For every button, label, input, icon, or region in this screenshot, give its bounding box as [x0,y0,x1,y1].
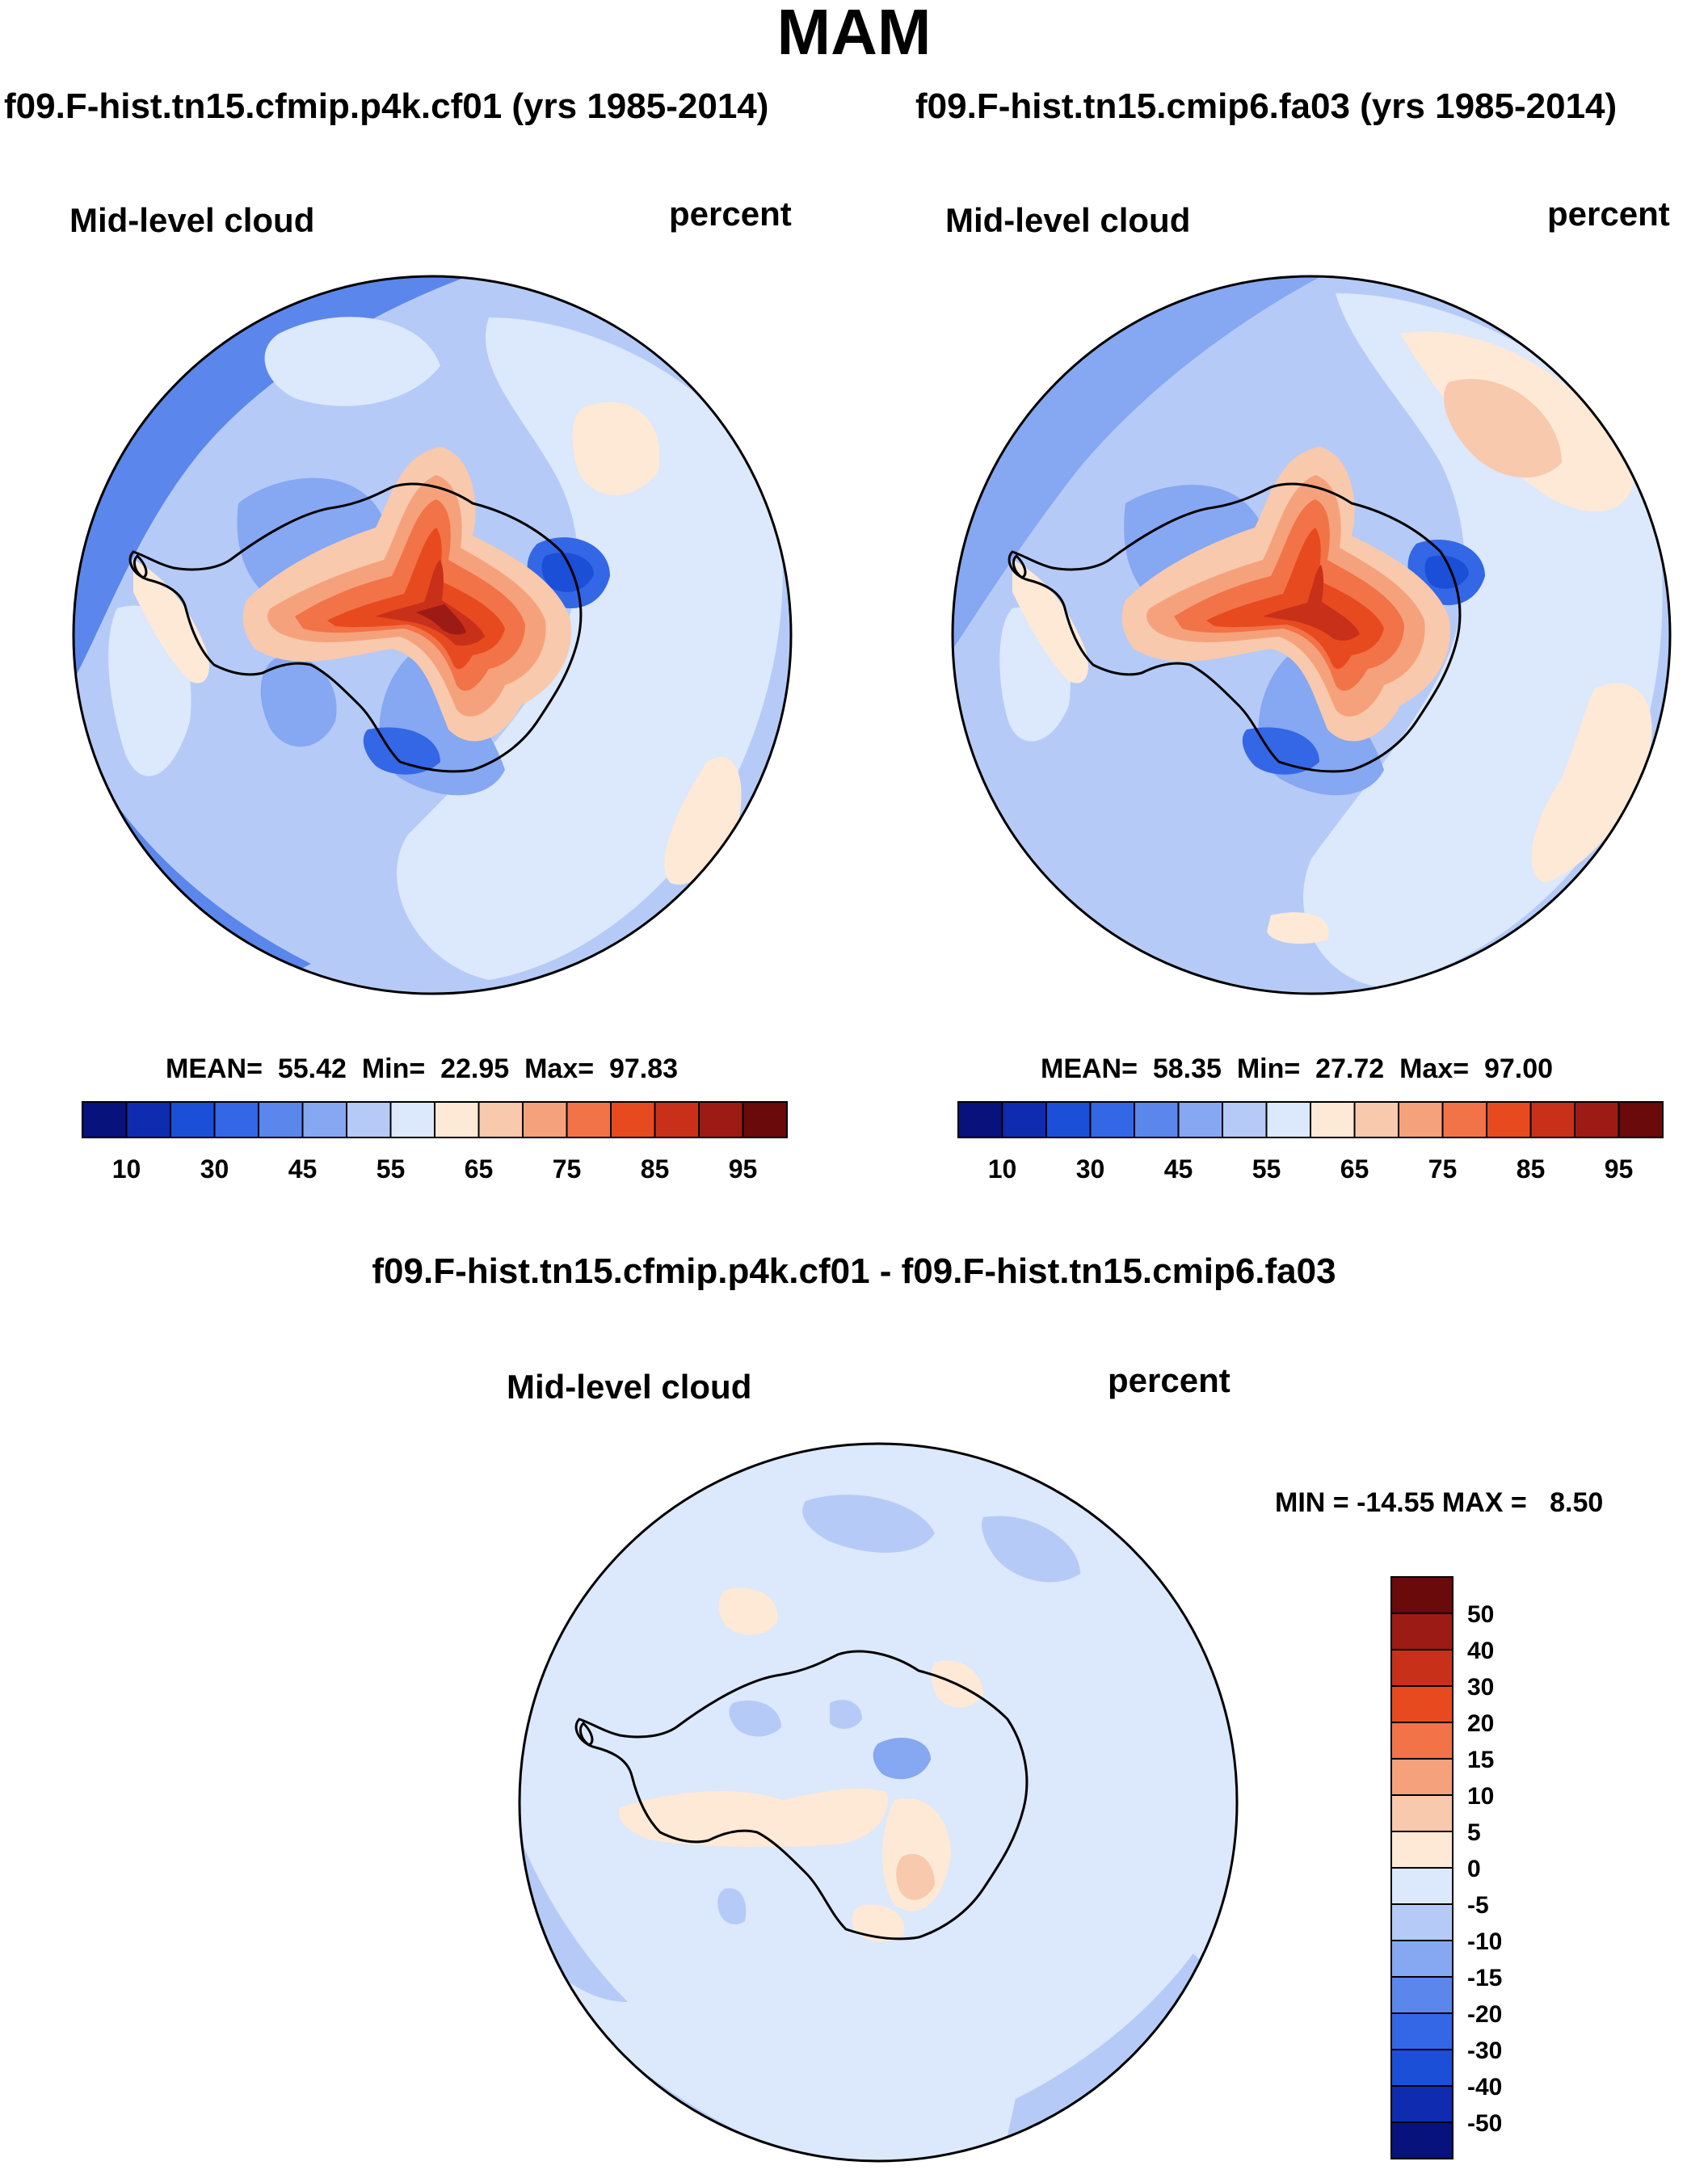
colorbar-swatch [1390,1722,1453,1760]
panel-1-case-title: f09.F-hist.tn15.cfmip.p4k.cf01 (yrs 1985… [4,86,769,126]
colorbar-tick-label: 15 [1467,1747,1494,1773]
colorbar-tick-label: -50 [1467,2110,1502,2137]
colorbar-tick-label: 30 [1467,1674,1494,1701]
diff-panel-title: f09.F-hist.tn15.cfmip.p4k.cf01 - f09.F-h… [372,1251,1336,1291]
colorbar-tick-label: 95 [729,1154,758,1184]
colorbar-swatch [82,1101,128,1138]
colorbar-swatch [1390,1794,1453,1832]
colorbar-tick-label: -5 [1467,1892,1489,1919]
colorbar-swatch [1390,2121,1453,2159]
colorbar-swatch [1390,1613,1453,1650]
colorbar-swatch [1390,1976,1453,2014]
colorbar-swatch [1390,1831,1453,1869]
colorbar-swatch [1177,1101,1223,1138]
colorbar-swatch [1134,1101,1180,1138]
colorbar-swatch [1310,1101,1356,1138]
colorbar-tick-label: 55 [377,1154,406,1184]
panel-1-variable-label: Mid-level cloud [69,201,315,239]
colorbar-swatch [1265,1101,1311,1138]
diff-panel-units-label: percent [1108,1361,1231,1399]
colorbar-swatch [1441,1101,1487,1138]
colorbar-tick-label: -15 [1467,1965,1502,1991]
diff-panel-variable-label: Mid-level cloud [507,1368,752,1406]
colorbar-swatch [1390,1649,1453,1687]
colorbar-tick-label: 95 [1605,1154,1634,1184]
colorbar-swatch [1618,1101,1664,1138]
panel-1-map [72,275,793,995]
colorbar-swatch [610,1101,656,1138]
colorbar-swatch [1222,1101,1268,1138]
colorbar-swatch [1390,1758,1453,1796]
colorbar-swatch [1390,1940,1453,1978]
colorbar-swatch [434,1101,480,1138]
colorbar-swatch [698,1101,744,1138]
colorbar-tick-label: 65 [1340,1154,1369,1184]
colorbar-swatch [1089,1101,1135,1138]
colorbar-swatch [1390,1903,1453,1941]
panel-2-case-title: f09.F-hist.tn15.cmip6.fa03 (yrs 1985-201… [915,86,1618,126]
colorbar-swatch [742,1101,788,1138]
colorbar-swatch [1398,1101,1444,1138]
colorbar-tick-label: 10 [112,1154,141,1184]
colorbar-swatch [1045,1101,1092,1138]
colorbar-swatch [957,1101,1003,1138]
colorbar-swatch [1529,1101,1575,1138]
colorbar-swatch [125,1101,171,1138]
colorbar-tick-label: 75 [1428,1154,1458,1184]
colorbar-tick-label: -20 [1467,2001,1502,2028]
colorbar-tick-label: 65 [465,1154,494,1184]
diff-panel-map [518,1442,1239,2163]
colorbar-tick-label: 40 [1467,1638,1494,1664]
colorbar-swatch [1486,1101,1532,1138]
panel-1-stats: MEAN= 55.42 Min= 22.95 Max= 97.83 [166,1053,679,1084]
colorbar-swatch [1353,1101,1399,1138]
colorbar-tick-label: -10 [1467,1928,1502,1955]
panel-2-variable-label: Mid-level cloud [945,201,1191,239]
colorbar-swatch [1390,1867,1453,1905]
colorbar-swatch [1390,2085,1453,2123]
colorbar-swatch [213,1101,259,1138]
colorbar-swatch [477,1101,524,1138]
colorbar-swatch [1390,2049,1453,2087]
colorbar-swatch [654,1101,700,1138]
panel-2-stats: MEAN= 58.35 Min= 27.72 Max= 97.00 [1041,1053,1554,1084]
panel-2-units-label: percent [1547,195,1670,233]
colorbar-tick-label: 75 [553,1154,582,1184]
colorbar-swatch [1390,2012,1453,2050]
colorbar-tick-label: 45 [288,1154,318,1184]
colorbar-tick-label: 5 [1467,1819,1481,1846]
colorbar-tick-label: -30 [1467,2037,1502,2064]
colorbar-swatch [170,1101,216,1138]
panel-2-map [951,275,1672,995]
panel-1-colorbar: 10 30 45 55 65 75 85 95 [82,1101,788,1184]
colorbar-tick-label: 85 [641,1154,670,1184]
colorbar-tick-label: 30 [200,1154,229,1184]
colorbar-tick-label: 45 [1164,1154,1193,1184]
colorbar-tick-label: 10 [988,1154,1017,1184]
colorbar-swatch [566,1101,612,1138]
colorbar-swatch [389,1101,435,1138]
colorbar-swatch [522,1101,568,1138]
panel-1-units-label: percent [669,195,792,233]
colorbar-swatch [258,1101,304,1138]
colorbar-tick-label: 10 [1467,1783,1494,1810]
panel-2-colorbar: 10 30 45 55 65 75 85 95 [957,1101,1664,1184]
colorbar-tick-label: 85 [1517,1154,1546,1184]
colorbar-tick-label: -40 [1467,2074,1502,2100]
colorbar-tick-label: 30 [1076,1154,1105,1184]
colorbar-swatch [301,1101,347,1138]
colorbar-swatch [1574,1101,1620,1138]
diff-panel-stats: MIN = -14.55 MAX = 8.50 [1275,1487,1604,1518]
colorbar-swatch [346,1101,392,1138]
colorbar-swatch [1390,1576,1453,1614]
colorbar-swatch [1390,1685,1453,1723]
colorbar-tick-label: 20 [1467,1710,1494,1737]
colorbar-tick-label: 0 [1467,1856,1481,1882]
colorbar-tick-label: 50 [1467,1601,1494,1628]
colorbar-tick-label: 55 [1252,1154,1281,1184]
colorbar-swatch [1001,1101,1047,1138]
season-title: MAM [776,0,932,68]
